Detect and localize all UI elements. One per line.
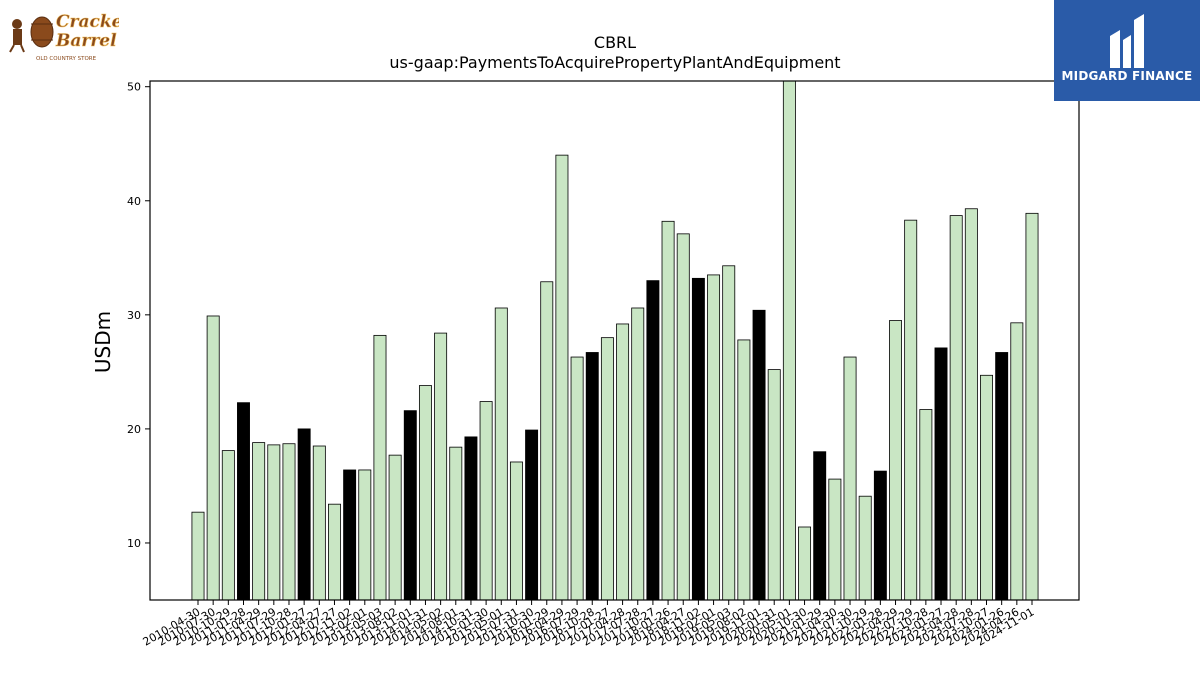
chart-title: CBRL <box>594 33 636 52</box>
bar-2021-01-29 <box>813 451 827 601</box>
y-tick-label: 50 <box>127 81 141 94</box>
bar-2024-01-26 <box>995 352 1009 601</box>
bar-2015-01-30 <box>479 401 493 601</box>
bar-2022-07-29 <box>904 219 918 601</box>
bar-2013-05-03 <box>373 334 387 601</box>
bar-2012-07-27 <box>328 503 341 601</box>
bar-2017-10-27 <box>646 280 660 601</box>
bar-2020-05-01 <box>782 80 796 601</box>
bar-2012-01-27 <box>297 428 311 601</box>
bar-2011-04-29 <box>252 442 266 601</box>
bar-2019-11-01 <box>752 309 766 601</box>
bar-2012-11-02 <box>343 469 357 601</box>
bar-2013-11-01 <box>403 410 417 601</box>
bar-2011-01-28 <box>237 402 250 601</box>
bar-2023-01-27 <box>934 347 948 601</box>
bar-2018-04-27 <box>676 233 690 601</box>
bar-2024-04-26 <box>1010 322 1024 601</box>
midgard-finance-logo: MIDGARD FINANCE <box>1054 0 1200 101</box>
bar-2018-01-26 <box>661 220 675 601</box>
bar-2010-04-30 <box>191 511 205 601</box>
x-axis-ticks: 2010-04-302010-07-302010-10-292011-01-28… <box>141 600 1037 649</box>
bar-2015-05-01 <box>494 307 508 601</box>
y-tick-label: 20 <box>127 423 141 436</box>
bar-2023-10-27 <box>980 374 993 601</box>
y-axis-label: USDm <box>91 311 115 373</box>
bar-2011-07-29 <box>267 444 281 601</box>
bar-2016-10-28 <box>585 352 599 601</box>
svg-text:Barrel: Barrel <box>55 31 117 51</box>
bar-2011-10-28 <box>282 443 296 601</box>
bar-2015-10-30 <box>525 429 539 601</box>
bar-2013-02-01 <box>358 469 372 601</box>
y-tick-label: 30 <box>127 309 141 322</box>
bar-2017-04-28 <box>616 323 630 601</box>
bar-2013-08-02 <box>388 454 402 601</box>
bar-2014-01-31 <box>418 385 432 601</box>
bar-2019-08-02 <box>737 339 751 601</box>
bar-2021-07-30 <box>843 356 857 601</box>
y-tick-label: 40 <box>127 195 141 208</box>
bar-2014-10-31 <box>464 436 478 601</box>
plot-frame <box>149 80 1080 601</box>
bar-2020-10-30 <box>798 526 812 601</box>
y-axis-ticks: 10 20 30 40 50 <box>127 81 150 550</box>
midgard-mark-icon <box>1110 14 1144 68</box>
midgard-brand-name: MIDGARD FINANCE <box>1061 69 1193 83</box>
bar-2022-01-28 <box>873 470 887 601</box>
bar-2014-08-01 <box>449 446 463 601</box>
bar-2018-11-02 <box>691 277 705 601</box>
y-tick-label: 10 <box>127 537 141 550</box>
bar-2016-07-29 <box>570 356 584 601</box>
bars-group <box>191 80 1039 601</box>
bar-2021-04-30 <box>828 478 842 601</box>
bar-2021-10-29 <box>858 495 872 601</box>
bar-2010-07-30 <box>206 315 220 601</box>
bar-2022-10-28 <box>919 409 933 601</box>
svg-text:OLD COUNTRY STORE: OLD COUNTRY STORE <box>36 56 97 62</box>
bar-2015-07-31 <box>509 461 523 601</box>
cracker-barrel-logo: Cracker Barrel OLD COUNTRY STORE <box>4 4 133 64</box>
chart-subtitle: us-gaap:PaymentsToAcquirePropertyPlantAn… <box>389 53 840 72</box>
bar-2024-11-01 <box>1025 212 1039 601</box>
bar-2016-01-29 <box>540 281 554 601</box>
bar-2023-07-28 <box>964 208 978 601</box>
svg-text:Cracker: Cracker <box>56 12 119 32</box>
bar-2014-05-02 <box>434 332 448 601</box>
bar-2019-05-03 <box>722 265 736 601</box>
bar-2016-04-29 <box>555 154 569 601</box>
bar-2017-01-27 <box>600 337 614 601</box>
bar-2010-10-29 <box>221 450 235 601</box>
bar-2023-04-28 <box>949 215 963 601</box>
bar-2017-07-28 <box>631 307 645 601</box>
bar-2019-02-01 <box>707 274 721 601</box>
bar-2022-04-29 <box>889 320 902 601</box>
bar-2012-04-27 <box>312 445 326 601</box>
bar-2020-01-31 <box>767 369 781 601</box>
